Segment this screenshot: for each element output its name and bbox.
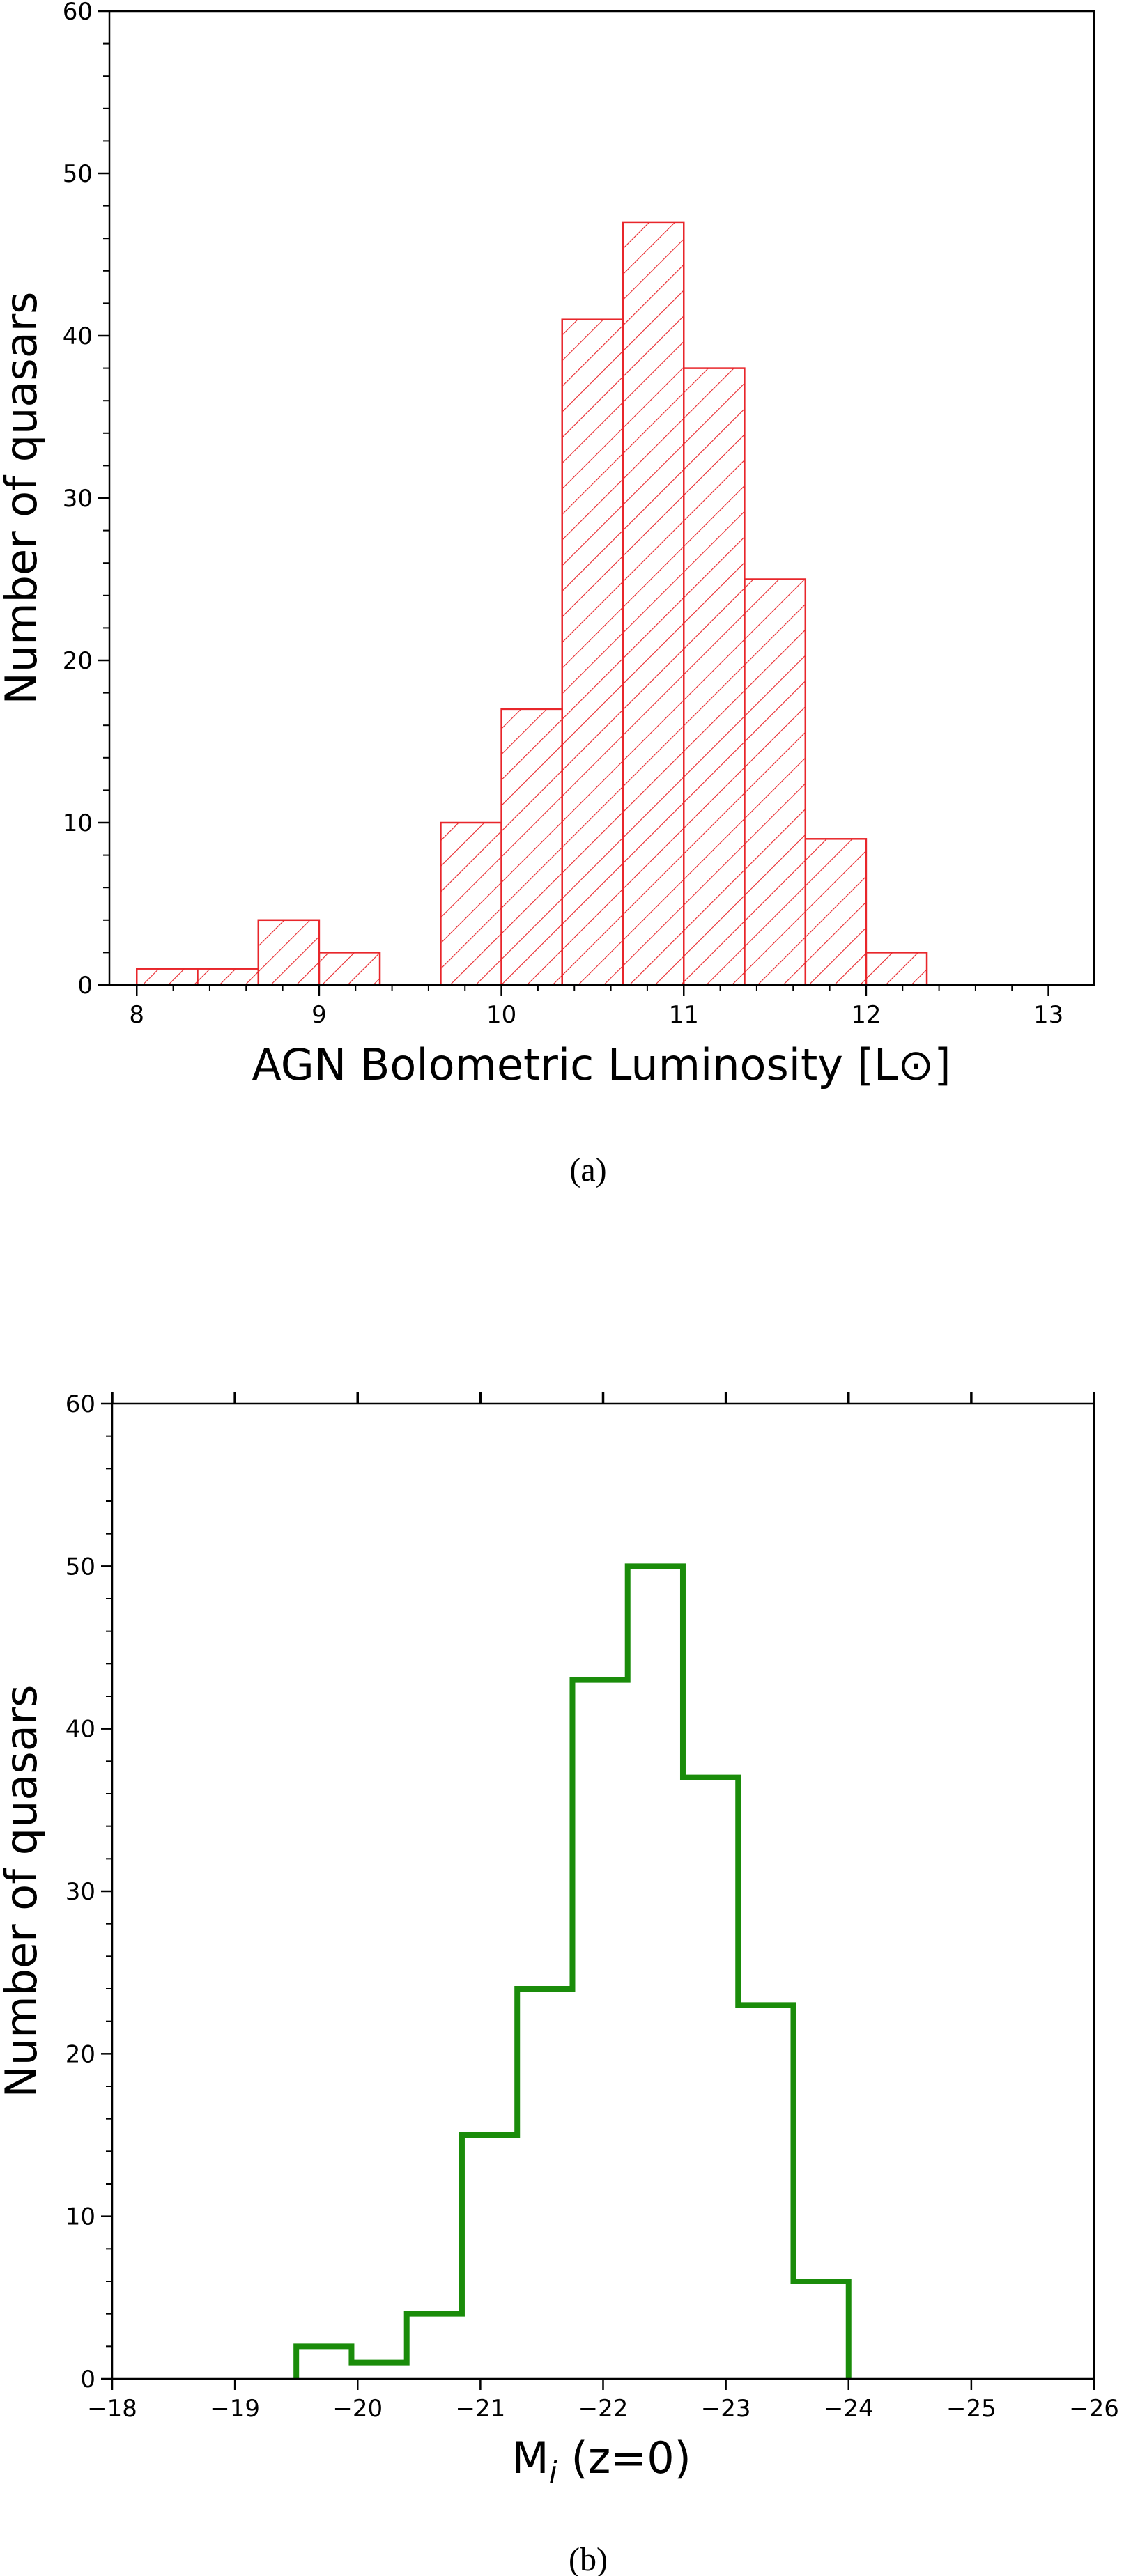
panel-b-x-label-sub: i bbox=[549, 2455, 558, 2490]
panel-b-x-label-main: M bbox=[511, 2433, 549, 2483]
panel-b-x-axis-label: Mi (z=0) bbox=[511, 2433, 691, 2490]
panel-a-x-tick-label: 13 bbox=[1033, 1001, 1063, 1029]
panel-a-y-tick-label: 0 bbox=[77, 972, 93, 1000]
panel-a-bar bbox=[561, 318, 624, 986]
panel-a-bar bbox=[622, 221, 685, 986]
panel-a-x-axis-label: AGN Bolometric Luminosity [L⊙] bbox=[252, 1039, 950, 1090]
panel-b-y-tick-label: 10 bbox=[66, 2203, 95, 2231]
panel-b-x-label-rest: (z=0) bbox=[557, 2433, 691, 2483]
panel-b-x-tick-label: −19 bbox=[210, 2395, 260, 2423]
panel-a-y-tick-label: 10 bbox=[63, 809, 93, 837]
panel-b: −18 −19 −20 −21 −22 −23 −24 −25 −26 0 10 20 30 40 50 60… bbox=[0, 1390, 1119, 2576]
panel-a-x-tick-label: 10 bbox=[486, 1001, 516, 1029]
panel-b-y-tick-label: 40 bbox=[66, 1716, 95, 1744]
panel-a-bar bbox=[865, 952, 928, 986]
panel-a-x-tick-label: 12 bbox=[851, 1001, 881, 1029]
panel-a-x-tick-label: 11 bbox=[669, 1001, 699, 1029]
panel-b-y-tick-label: 60 bbox=[66, 1390, 95, 1418]
panel-b-x-tick-label: −18 bbox=[87, 2395, 137, 2423]
panel-b-plot-frame bbox=[111, 1402, 1095, 2380]
panel-a-bars bbox=[136, 221, 928, 986]
panel-b-y-tick-label: 20 bbox=[66, 2040, 95, 2068]
panel-b-x-tick-label: −21 bbox=[455, 2395, 505, 2423]
panel-a-plot-frame bbox=[108, 10, 1095, 986]
panel-b-ticks: −18 −19 −20 −21 −22 −23 −24 −25 −26 0 10 20 30 40 50 60 bbox=[66, 1390, 1119, 2423]
panel-b-x-tick-label: −26 bbox=[1069, 2395, 1119, 2423]
panel-a-bar bbox=[136, 968, 199, 986]
panel-b-x-tick-label: −24 bbox=[824, 2395, 874, 2423]
panel-a-x-tick-label: 8 bbox=[129, 1001, 144, 1029]
panel-b-y-tick-label: 0 bbox=[80, 2366, 95, 2393]
panel-a-y-tick-label: 50 bbox=[63, 160, 93, 188]
panel-a-bar bbox=[197, 968, 260, 986]
panel-a-bar bbox=[318, 952, 381, 986]
panel-a: 8 9 10 11 12 13 0 10 20 30 40 50 60 Number of quasar… bbox=[0, 0, 1095, 1188]
panel-b-y-tick-label: 30 bbox=[66, 1878, 95, 1906]
panel-a-y-tick-label: 20 bbox=[63, 647, 93, 675]
panel-a-bar bbox=[500, 708, 563, 986]
panel-a-y-tick-label: 30 bbox=[63, 485, 93, 513]
panel-a-ticks: 8 9 10 11 12 13 0 10 20 30 40 50 60 bbox=[63, 0, 1063, 1029]
panel-a-bar bbox=[440, 821, 502, 986]
panel-a-bar bbox=[804, 838, 868, 986]
panel-b-x-tick-label: −23 bbox=[701, 2395, 751, 2423]
panel-b-caption: (b) bbox=[569, 2541, 608, 2576]
panel-b-histogram-step bbox=[293, 1563, 852, 2379]
panel-b-y-axis-label: Number of quasars bbox=[0, 1685, 47, 2098]
panel-a-caption: (a) bbox=[569, 1151, 606, 1188]
panel-a-y-tick-label: 40 bbox=[63, 323, 93, 350]
panel-a-bar bbox=[683, 367, 746, 986]
panel-b-y-tick-label: 50 bbox=[66, 1553, 95, 1581]
panel-a-bar bbox=[744, 578, 807, 986]
panel-a-x-tick-label: 9 bbox=[311, 1001, 327, 1029]
panel-a-bar bbox=[257, 919, 321, 986]
panel-a-y-axis-label: Number of quasars bbox=[0, 292, 47, 705]
panel-b-x-tick-label: −20 bbox=[332, 2395, 383, 2423]
panel-b-x-tick-label: −25 bbox=[946, 2395, 996, 2423]
panel-a-y-tick-label: 60 bbox=[63, 0, 93, 26]
panel-b-x-tick-label: −22 bbox=[578, 2395, 629, 2423]
